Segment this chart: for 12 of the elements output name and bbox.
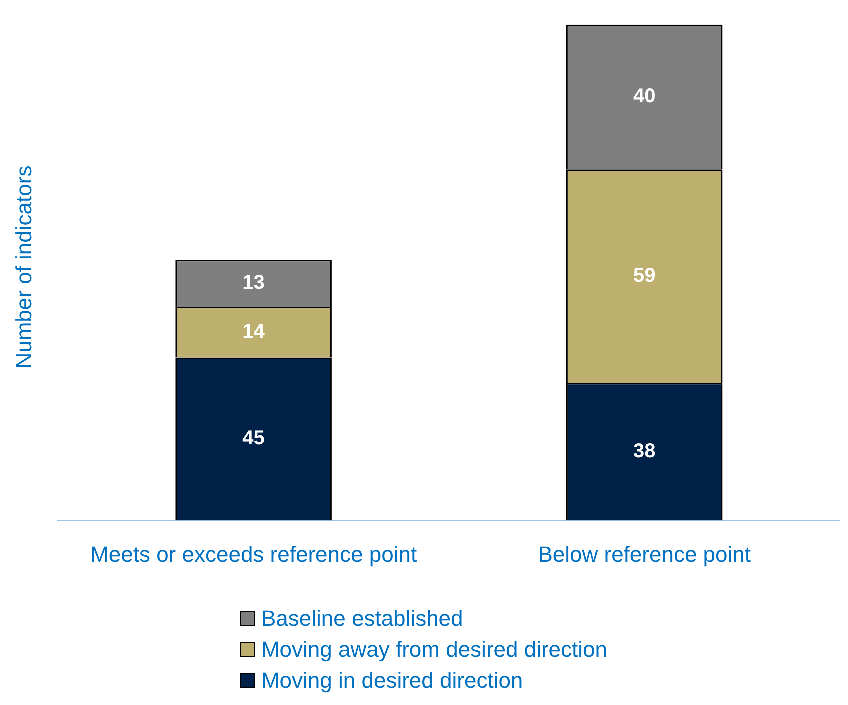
legend-label: Moving away from desired direction	[261, 636, 608, 662]
legend-label: Moving in desired direction	[261, 668, 524, 694]
y-axis-title: Number of indicators	[11, 166, 36, 369]
data-label: 40	[633, 86, 656, 108]
legend-label: Baseline established	[261, 606, 464, 632]
x-tick-label: Below reference point	[538, 542, 751, 567]
data-label: 14	[242, 320, 266, 343]
data-label: 38	[633, 440, 656, 462]
data-label: 59	[633, 264, 656, 287]
x-tick-label: Meets or exceeds reference point	[90, 542, 418, 567]
data-label: 13	[242, 272, 265, 294]
data-label: 45	[242, 428, 265, 450]
